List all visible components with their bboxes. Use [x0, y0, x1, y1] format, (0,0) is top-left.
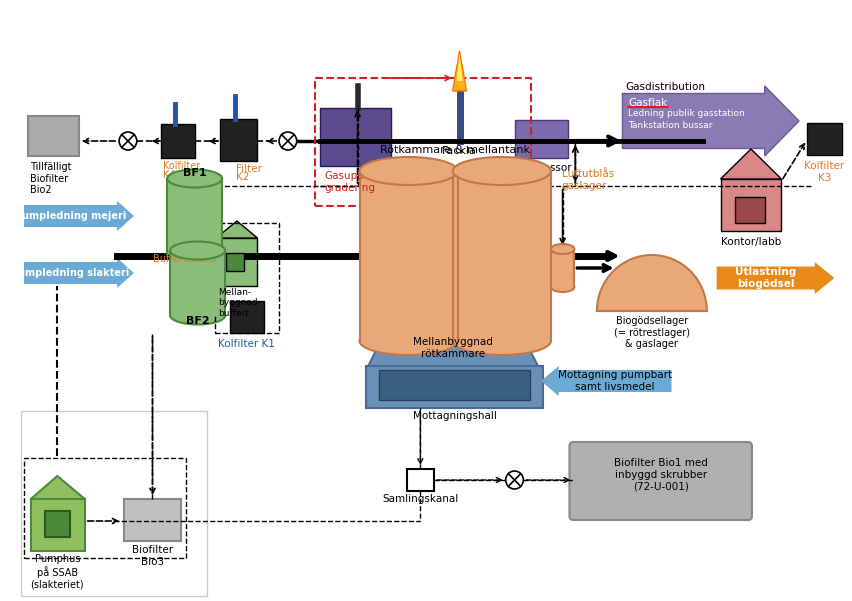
- Bar: [550, 249, 573, 287]
- Text: Biogödsellager
(= rötrestlager)
& gaslager: Biogödsellager (= rötrestlager) & gaslag…: [613, 316, 689, 349]
- Text: Kolfilter: Kolfilter: [163, 161, 200, 171]
- Polygon shape: [216, 221, 257, 238]
- Ellipse shape: [170, 242, 225, 260]
- Ellipse shape: [550, 244, 573, 254]
- Bar: [452, 171, 550, 341]
- Bar: [359, 171, 457, 341]
- Text: Tillfälligt
Biofilter
Bio2: Tillfälligt Biofilter Bio2: [30, 162, 72, 195]
- Bar: [366, 366, 543, 408]
- Text: Pumphus
på SSAB
(slakteriet): Pumphus på SSAB (slakteriet): [31, 554, 84, 590]
- Bar: [220, 119, 257, 161]
- Bar: [170, 251, 225, 316]
- Circle shape: [119, 132, 136, 150]
- Ellipse shape: [167, 245, 222, 263]
- Text: BF2: BF2: [186, 316, 210, 326]
- Bar: [216, 238, 257, 286]
- Text: Samlingskanal: Samlingskanal: [382, 494, 458, 504]
- Bar: [230, 301, 264, 333]
- Polygon shape: [31, 476, 84, 499]
- Bar: [167, 178, 222, 254]
- Ellipse shape: [550, 282, 573, 292]
- Polygon shape: [720, 149, 780, 179]
- Polygon shape: [716, 262, 833, 294]
- Text: Kontor/labb: Kontor/labb: [720, 237, 780, 247]
- Bar: [21, 411, 207, 596]
- Bar: [315, 78, 531, 206]
- Text: Ledning publik gasstation: Ledning publik gasstation: [628, 109, 744, 118]
- Text: Bufferttankar: Bufferttankar: [153, 254, 218, 264]
- Polygon shape: [540, 366, 671, 396]
- Polygon shape: [452, 51, 466, 91]
- Text: Kolfilter
K3: Kolfilter K3: [803, 161, 843, 183]
- Wedge shape: [596, 255, 706, 311]
- Bar: [44, 511, 70, 537]
- Text: Fackla: Fackla: [441, 146, 476, 156]
- Polygon shape: [367, 334, 538, 368]
- Text: Luftutblås
gaslager: Luftutblås gaslager: [561, 169, 613, 191]
- FancyBboxPatch shape: [569, 442, 751, 520]
- Polygon shape: [456, 53, 462, 81]
- Bar: [24, 458, 186, 558]
- Bar: [226, 253, 244, 271]
- Bar: [806, 123, 841, 155]
- Text: Rötkammare & mellantank: Rötkammare & mellantank: [379, 145, 529, 155]
- Text: Gasdistribution: Gasdistribution: [625, 82, 705, 91]
- Bar: [452, 171, 550, 341]
- Bar: [734, 197, 763, 223]
- Bar: [320, 108, 390, 166]
- Ellipse shape: [167, 169, 222, 188]
- Bar: [170, 251, 225, 316]
- Polygon shape: [622, 86, 798, 156]
- Polygon shape: [24, 258, 134, 288]
- Text: BF1: BF1: [182, 168, 206, 178]
- Circle shape: [279, 132, 296, 150]
- Ellipse shape: [170, 307, 225, 325]
- Bar: [215, 223, 279, 333]
- Text: Biofilter Bio1 med
inbyggd skrubber
(72-U-001): Biofilter Bio1 med inbyggd skrubber (72-…: [613, 458, 707, 491]
- Bar: [378, 370, 530, 400]
- Text: Filter: Filter: [236, 164, 262, 174]
- Bar: [720, 179, 780, 231]
- Text: Mellan-
byggnad
buffert: Mellan- byggnad buffert: [218, 288, 257, 318]
- Text: Mottagning pumpbart
samt livsmedel: Mottagning pumpbart samt livsmedel: [557, 370, 671, 392]
- Ellipse shape: [359, 327, 457, 355]
- Polygon shape: [24, 201, 134, 231]
- Bar: [124, 499, 181, 541]
- Bar: [550, 249, 573, 287]
- Bar: [28, 116, 79, 156]
- Bar: [514, 120, 567, 158]
- Bar: [167, 178, 222, 254]
- Text: Gasupp-
gradering: Gasupp- gradering: [324, 171, 375, 192]
- Bar: [31, 499, 84, 551]
- Text: K2: K2: [236, 172, 249, 182]
- Text: K4: K4: [163, 170, 176, 180]
- Text: Kompressor: Kompressor: [509, 163, 571, 173]
- Ellipse shape: [452, 157, 550, 185]
- Text: Kolfilter K1: Kolfilter K1: [218, 339, 275, 349]
- Text: Gasflak: Gasflak: [628, 97, 667, 108]
- Text: Pumpledning slakteri: Pumpledning slakteri: [11, 268, 130, 278]
- Text: Biofilter
Bio3: Biofilter Bio3: [132, 545, 173, 567]
- Text: Mellanbyggnad
rötkammare: Mellanbyggnad rötkammare: [412, 337, 492, 359]
- Text: Utlastning
biogödsel: Utlastning biogödsel: [734, 267, 796, 289]
- Text: Tankstation bussar: Tankstation bussar: [628, 120, 712, 129]
- Ellipse shape: [359, 157, 457, 185]
- Bar: [406, 469, 434, 491]
- Bar: [161, 124, 194, 158]
- Text: Mottagningshall: Mottagningshall: [412, 411, 496, 421]
- Text: Pumpledning mejeri: Pumpledning mejeri: [14, 211, 126, 221]
- Bar: [359, 171, 457, 341]
- Ellipse shape: [452, 327, 550, 355]
- Circle shape: [505, 471, 523, 489]
